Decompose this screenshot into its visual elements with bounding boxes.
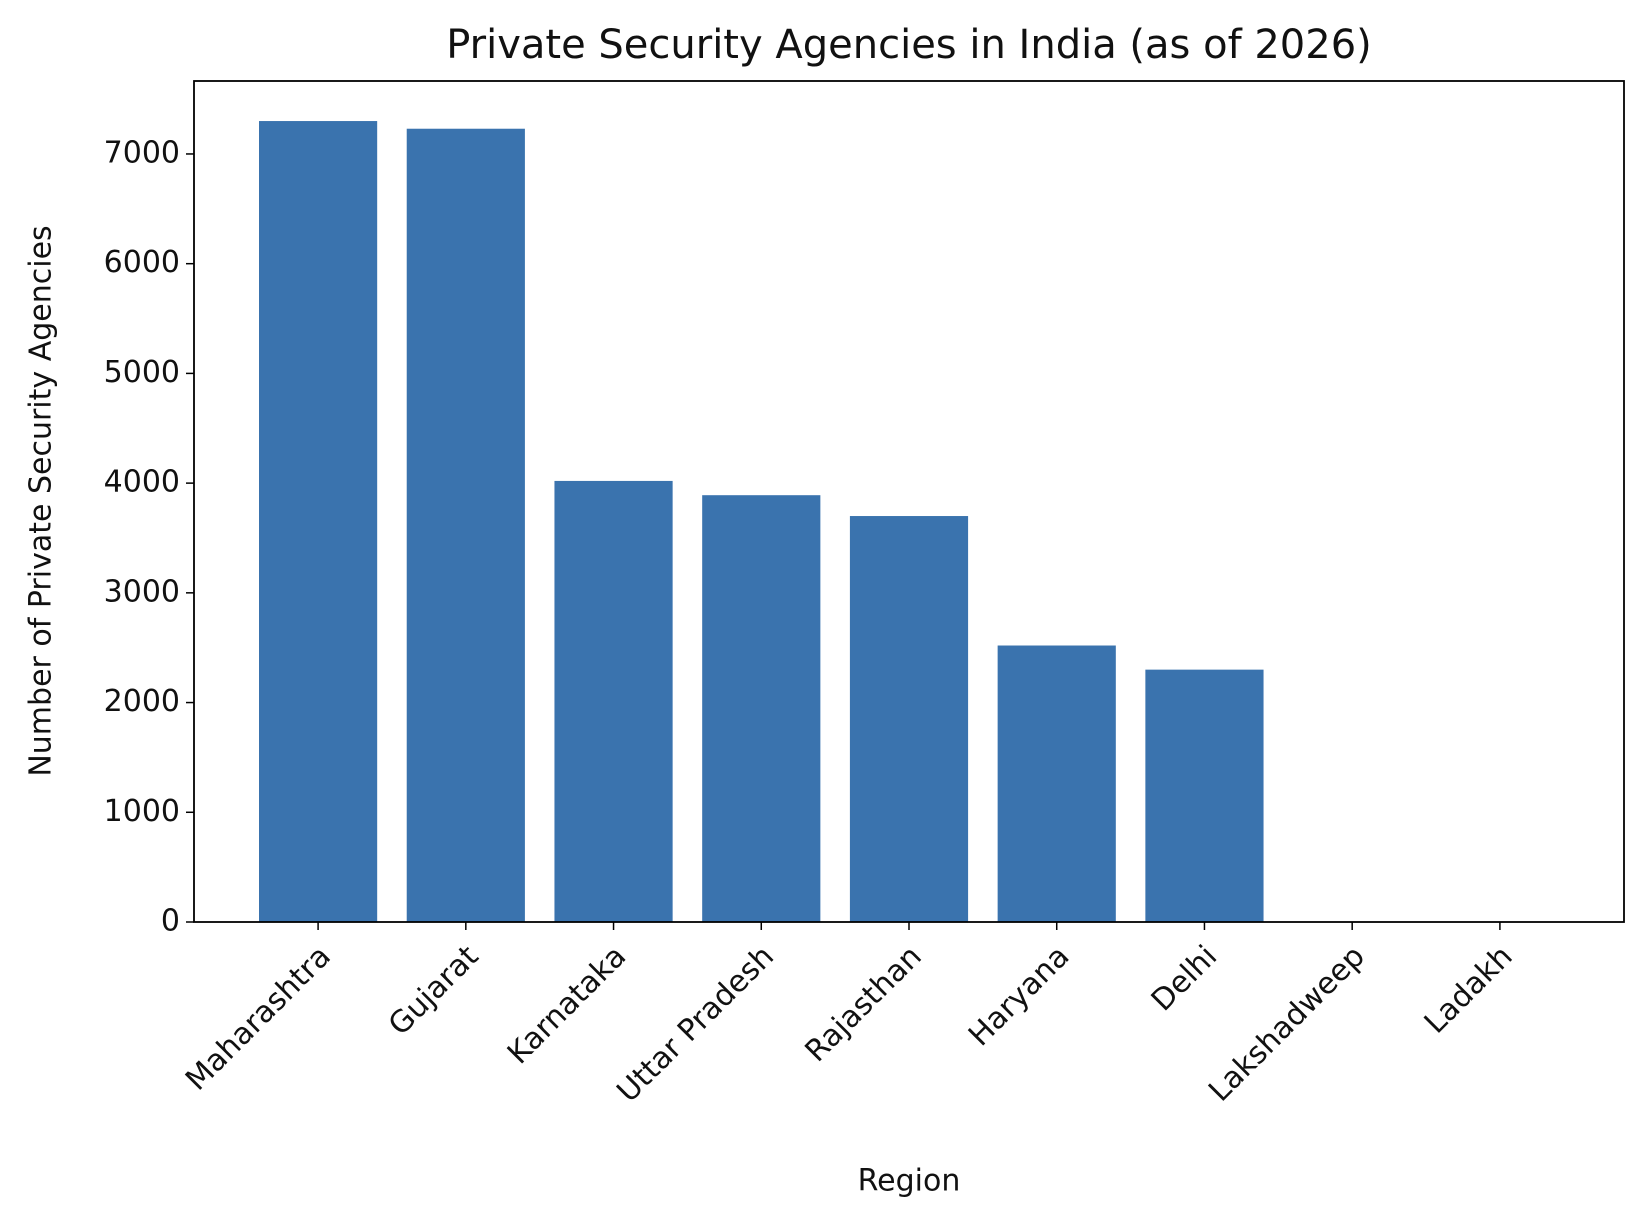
y-axis-label: Number of Private Security Agencies xyxy=(24,225,59,776)
bar xyxy=(259,121,378,923)
y-tick-label: 4000 xyxy=(104,465,180,500)
x-tick-label: Delhi xyxy=(1145,939,1224,1018)
bar xyxy=(702,495,821,922)
plot-frame xyxy=(193,80,1625,923)
y-tick-label: 2000 xyxy=(104,684,180,719)
x-tick-label: Rajasthan xyxy=(798,939,928,1069)
y-tick-label: 0 xyxy=(161,904,180,939)
x-tick-label: Ladakh xyxy=(1418,939,1520,1041)
y-tick-label: 3000 xyxy=(104,574,180,609)
bar xyxy=(554,480,673,922)
x-tick-label: Karnataka xyxy=(501,939,633,1071)
bar xyxy=(406,128,525,923)
x-tick-label: Haryana xyxy=(962,939,1076,1053)
y-tick-label: 1000 xyxy=(104,794,180,829)
bar xyxy=(849,516,969,922)
y-tick-label: 7000 xyxy=(104,135,180,170)
x-tick-label: Maharashtra xyxy=(179,939,338,1098)
x-tick-label: Lakshadweep xyxy=(1202,939,1372,1109)
x-tick-label: Gujarat xyxy=(382,939,486,1043)
x-tick-label: Uttar Pradesh xyxy=(610,939,781,1110)
x-axis-label: Region xyxy=(858,1164,961,1199)
y-tick-label: 5000 xyxy=(104,355,180,390)
bar xyxy=(1145,669,1264,922)
bar xyxy=(997,645,1116,922)
y-tick-label: 6000 xyxy=(104,245,180,280)
chart-title: Private Security Agencies in India (as o… xyxy=(446,22,1372,68)
